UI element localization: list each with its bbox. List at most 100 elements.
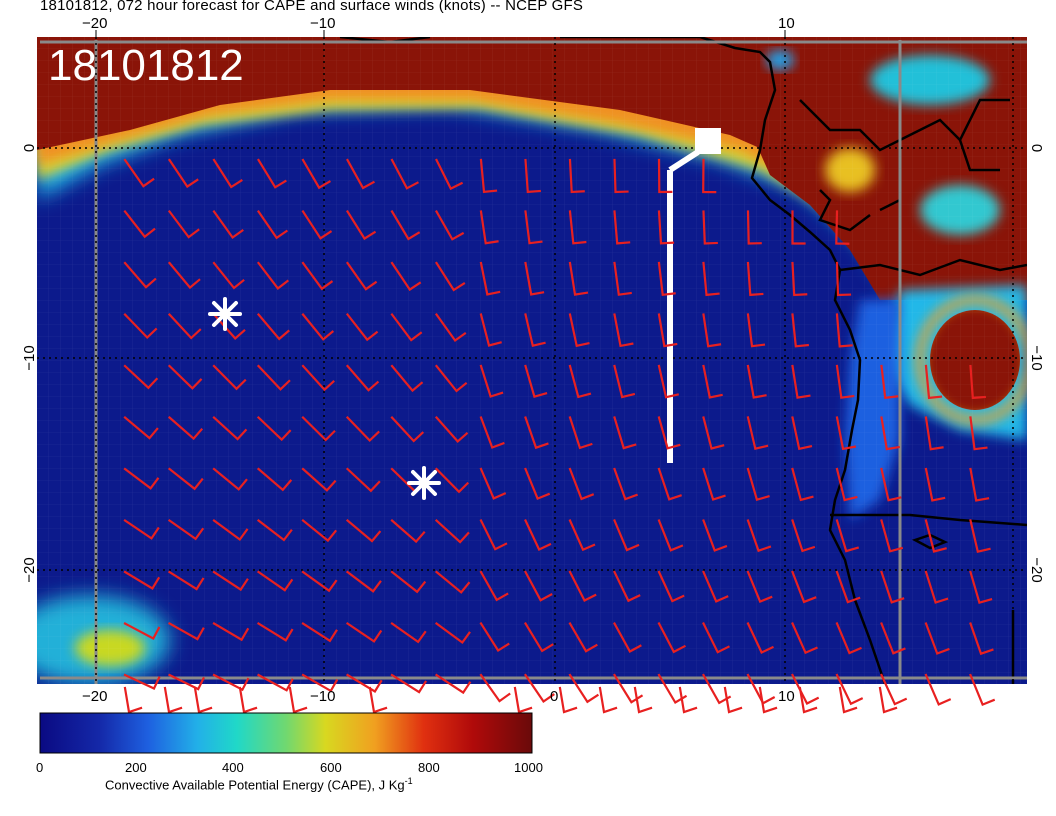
- wind-barb: [434, 312, 467, 343]
- wind-barb: [613, 622, 642, 653]
- date-stamp: 18101812: [48, 41, 244, 90]
- wind-barb: [746, 467, 770, 502]
- wind-barb: [924, 416, 944, 451]
- wind-barb: [613, 261, 632, 296]
- wind-barb: [345, 673, 383, 694]
- wind-barb: [523, 673, 555, 704]
- station-marker: [695, 128, 721, 154]
- wind-barb: [123, 467, 160, 490]
- wind-barb: [924, 622, 950, 655]
- wind-barb: [479, 673, 511, 703]
- wind-barb: [434, 673, 472, 695]
- wind-barb: [301, 518, 338, 543]
- wind-barb: [838, 686, 858, 714]
- wind-barb: [212, 621, 250, 642]
- wind-barb: [167, 518, 205, 541]
- wind-barb: [835, 416, 857, 451]
- wind-barb: [123, 686, 143, 714]
- wind-barb: [791, 313, 810, 348]
- wind-barb: [390, 364, 424, 393]
- wind-barb: [123, 209, 156, 239]
- track-line: [667, 149, 700, 463]
- wind-barb: [657, 622, 686, 654]
- wind-barb: [568, 621, 598, 653]
- wind-barb: [212, 518, 249, 542]
- wind-barb: [256, 518, 293, 542]
- wind-barb: [345, 364, 380, 392]
- wind-barb: [346, 158, 375, 190]
- wind-barb: [167, 570, 205, 591]
- wind-barb: [434, 467, 470, 494]
- wind-barb: [123, 364, 159, 390]
- wind-barb: [657, 570, 685, 603]
- right-lat-ticks: 0 −10 −20: [1028, 144, 1045, 583]
- right-tick-3: −20: [1028, 557, 1045, 582]
- wind-barb: [256, 261, 290, 290]
- wind-barb: [256, 209, 289, 240]
- wind-barb: [613, 570, 641, 603]
- wind-barb: [123, 261, 157, 289]
- wind-barb: [969, 673, 996, 707]
- wind-barb: [167, 261, 201, 290]
- wind-barb: [969, 570, 993, 605]
- wind-barb: [167, 467, 204, 491]
- wind-barb: [657, 364, 680, 399]
- wind-barb: [633, 686, 653, 714]
- wind-barb: [524, 467, 551, 501]
- wind-barb: [791, 467, 814, 502]
- wind-barb: [746, 261, 764, 297]
- wind-barb: [167, 364, 203, 390]
- wind-barb: [123, 570, 161, 591]
- storm-symbol-1: [208, 297, 242, 331]
- wind-barb: [702, 622, 730, 654]
- wind-barb: [123, 415, 159, 440]
- wind-barb: [880, 467, 902, 502]
- wind-barb: [568, 158, 585, 194]
- wind-barb: [390, 621, 427, 644]
- wind-barb: [791, 519, 816, 553]
- wind-barb: [702, 210, 718, 245]
- wind-barb: [212, 570, 249, 592]
- wind-barb: [193, 686, 213, 714]
- wind-barb: [479, 364, 504, 398]
- wind-barb: [613, 519, 640, 552]
- wind-barb: [301, 467, 337, 492]
- wind-barb: [301, 261, 334, 291]
- wind-barb: [524, 519, 552, 551]
- wind-barb: [390, 415, 425, 443]
- wind-barb: [167, 209, 200, 239]
- wind-barb: [924, 364, 943, 400]
- wind-barb: [880, 416, 900, 451]
- colorbar-tick-200: 200: [125, 760, 147, 775]
- wind-barb: [791, 210, 806, 245]
- left-lat-ticks: 0 −10 −20: [21, 144, 38, 583]
- wind-barb: [390, 312, 423, 342]
- wind-barb: [479, 621, 510, 653]
- wind-barb: [568, 210, 587, 245]
- right-tick-2: −10: [1028, 345, 1045, 370]
- wind-barb: [434, 364, 468, 393]
- wind-barb: [880, 519, 904, 553]
- wind-barb: [238, 686, 258, 714]
- wind-barb: [390, 518, 426, 544]
- wind-barb: [880, 364, 899, 400]
- wind-barb: [301, 158, 332, 190]
- wind-barb: [212, 158, 243, 189]
- wind-barb: [167, 158, 199, 189]
- wind-barb: [568, 467, 595, 501]
- wind-barb: [123, 518, 160, 540]
- wind-barb: [212, 364, 247, 391]
- wind-barb: [924, 570, 949, 604]
- bottom-tick-2: −10: [310, 688, 335, 705]
- wind-barb: [345, 621, 383, 643]
- wind-barb: [835, 364, 855, 399]
- wind-barb: [678, 686, 698, 714]
- wind-barb: [702, 416, 725, 450]
- wind-barb: [969, 622, 994, 656]
- wind-barb: [758, 686, 778, 714]
- wind-barb: [568, 313, 590, 348]
- wind-barb: [212, 209, 244, 240]
- wind-barb: [256, 312, 290, 341]
- wind-barb: [390, 673, 428, 694]
